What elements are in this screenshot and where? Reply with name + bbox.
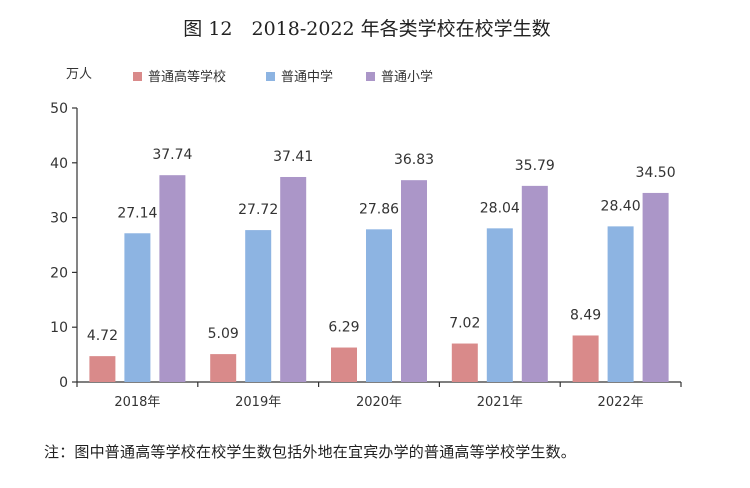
bar [210,354,237,382]
y-axis: 0 10 20 30 40 50 [50,101,78,391]
data-label: 7.02 [449,316,480,332]
chart-title: 图 12 2018-2022 年各类学校在校学生数 [183,18,550,40]
bar [159,175,186,382]
legend-label: 普通小学 [381,69,433,85]
bar [607,226,634,382]
data-label: 8.49 [570,307,601,323]
bar [642,192,669,382]
y-tick-label: 10 [50,320,68,336]
bar [89,356,116,382]
y-tick-label: 0 [59,375,68,391]
bar [401,180,427,382]
legend-swatch [133,72,142,81]
legend-label: 普通中学 [281,69,333,85]
y-tick-label: 20 [50,265,68,281]
bars [89,175,669,382]
bar [451,343,478,382]
data-label: 6.29 [328,320,359,336]
data-label: 27.86 [359,201,399,217]
legend: 普通高等学校 普通中学 普通小学 [133,69,433,85]
bar [486,228,513,382]
data-label: 35.79 [515,158,555,174]
data-label: 36.83 [394,152,434,168]
bar [572,335,599,382]
footnote: 注：图中普通高等学校在校学生数包括外地在宜宾办学的普通高等学校学生数。 [44,443,577,461]
data-label: 34.50 [636,165,676,181]
bar [280,176,307,382]
data-label: 37.41 [273,149,313,165]
x-category-label: 2022年 [598,395,644,410]
x-category-label: 2020年 [356,395,402,410]
legend-swatch [266,72,275,81]
data-label: 28.04 [480,200,520,216]
x-axis: 2018年 2019年 2020年 2021年 2022年 [76,381,682,410]
y-tick-label: 50 [50,101,68,117]
legend-label: 普通高等学校 [148,69,226,85]
data-label: 5.09 [208,326,239,342]
data-label: 37.74 [152,147,192,163]
y-axis-unit-label: 万人 [66,67,92,82]
data-label: 4.72 [87,328,118,344]
bar [366,229,392,382]
bar [245,230,272,382]
y-tick-label: 40 [50,156,68,172]
legend-swatch [366,72,375,81]
bar [521,185,548,382]
data-label: 27.14 [117,205,157,221]
x-category-label: 2021年 [477,395,523,410]
bar [331,347,357,382]
y-tick-label: 30 [50,211,68,227]
value-labels: 4.72 27.14 37.74 5.09 27.72 37.41 6.29 27.86 36.… [87,147,676,344]
data-label: 27.72 [238,202,278,218]
data-label: 28.40 [601,198,641,214]
x-category-label: 2019年 [235,395,281,410]
x-category-label: 2018年 [114,395,160,410]
bar [124,233,151,382]
